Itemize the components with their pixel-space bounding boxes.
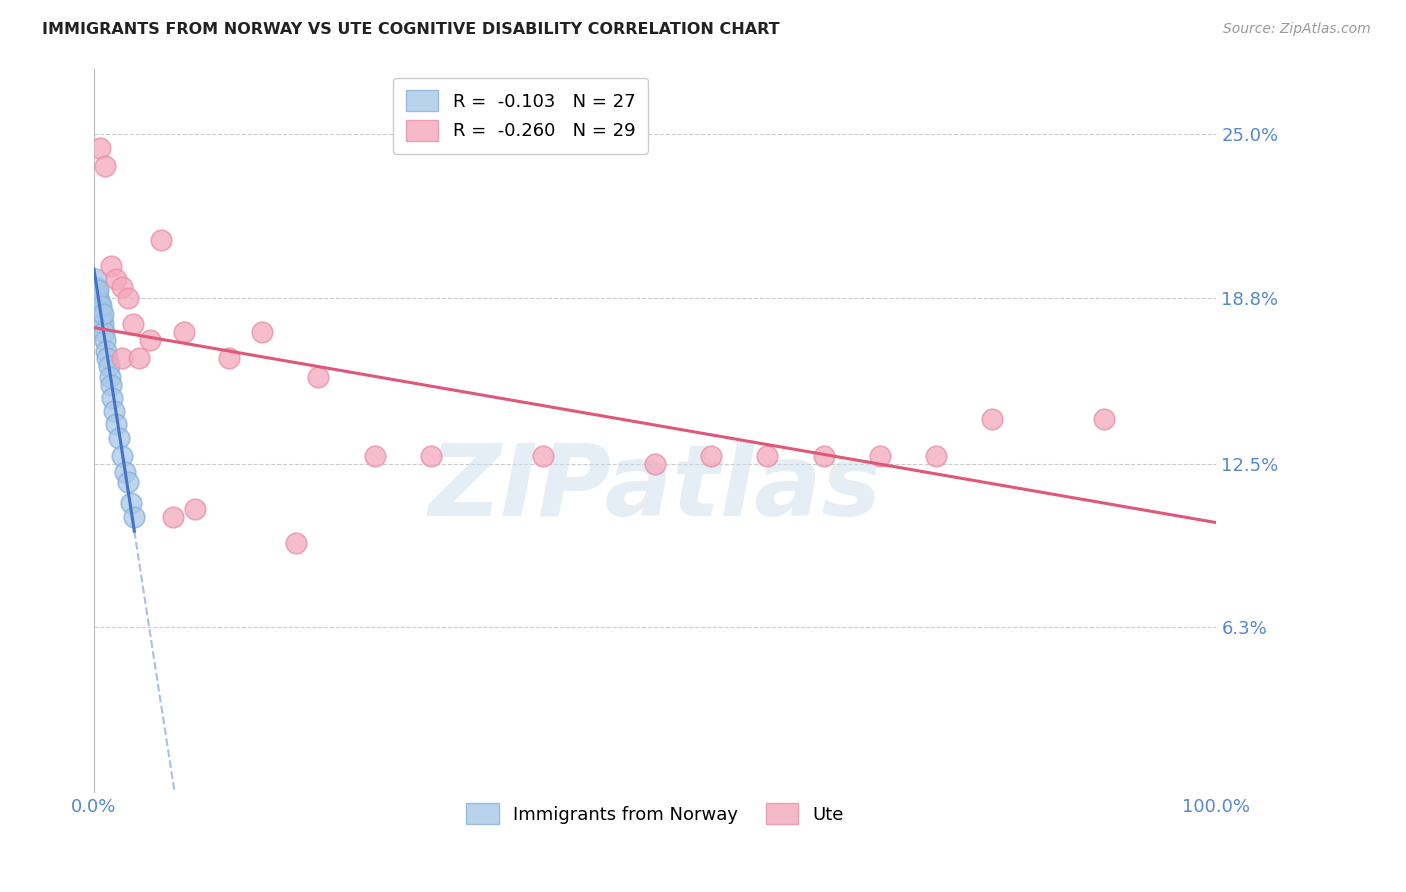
Point bbox=[107, 430, 129, 444]
Point bbox=[84, 280, 107, 294]
Point bbox=[531, 449, 554, 463]
Point bbox=[105, 272, 128, 286]
Point bbox=[756, 449, 779, 463]
Point bbox=[89, 296, 111, 310]
Point bbox=[139, 333, 162, 347]
Point bbox=[1092, 412, 1115, 426]
Point bbox=[184, 501, 207, 516]
Point bbox=[94, 333, 117, 347]
Text: Source: ZipAtlas.com: Source: ZipAtlas.com bbox=[1223, 22, 1371, 37]
Point bbox=[87, 291, 110, 305]
Point bbox=[86, 285, 108, 300]
Point bbox=[120, 496, 142, 510]
Point bbox=[90, 304, 112, 318]
Point bbox=[87, 283, 110, 297]
Point bbox=[93, 325, 115, 339]
Point bbox=[90, 299, 112, 313]
Point bbox=[117, 475, 139, 490]
Point bbox=[96, 351, 118, 366]
Point bbox=[100, 259, 122, 273]
Point bbox=[91, 317, 114, 331]
Point bbox=[89, 140, 111, 154]
Point bbox=[114, 465, 136, 479]
Point bbox=[363, 449, 385, 463]
Point bbox=[252, 325, 274, 339]
Point bbox=[98, 370, 121, 384]
Point bbox=[162, 509, 184, 524]
Point bbox=[100, 377, 122, 392]
Point bbox=[307, 370, 329, 384]
Point bbox=[173, 325, 195, 339]
Point bbox=[103, 404, 125, 418]
Legend: Immigrants from Norway, Ute: Immigrants from Norway, Ute bbox=[456, 792, 855, 835]
Point bbox=[90, 312, 112, 326]
Point bbox=[97, 359, 120, 374]
Point bbox=[117, 291, 139, 305]
Point bbox=[96, 343, 118, 358]
Point bbox=[84, 272, 107, 286]
Point bbox=[111, 449, 134, 463]
Point bbox=[925, 449, 948, 463]
Point bbox=[124, 509, 146, 524]
Point bbox=[980, 412, 1002, 426]
Point bbox=[813, 449, 835, 463]
Text: IMMIGRANTS FROM NORWAY VS UTE COGNITIVE DISABILITY CORRELATION CHART: IMMIGRANTS FROM NORWAY VS UTE COGNITIVE … bbox=[42, 22, 780, 37]
Point bbox=[285, 536, 308, 550]
Point bbox=[869, 449, 891, 463]
Point bbox=[150, 233, 173, 247]
Point bbox=[105, 417, 128, 432]
Point bbox=[101, 391, 124, 405]
Point bbox=[111, 351, 134, 366]
Point bbox=[128, 351, 150, 366]
Text: ZIPatlas: ZIPatlas bbox=[429, 441, 882, 537]
Point bbox=[218, 351, 240, 366]
Point bbox=[111, 280, 134, 294]
Point bbox=[644, 457, 666, 471]
Point bbox=[91, 307, 114, 321]
Point bbox=[700, 449, 723, 463]
Point bbox=[94, 159, 117, 173]
Point bbox=[419, 449, 441, 463]
Point bbox=[122, 317, 145, 331]
